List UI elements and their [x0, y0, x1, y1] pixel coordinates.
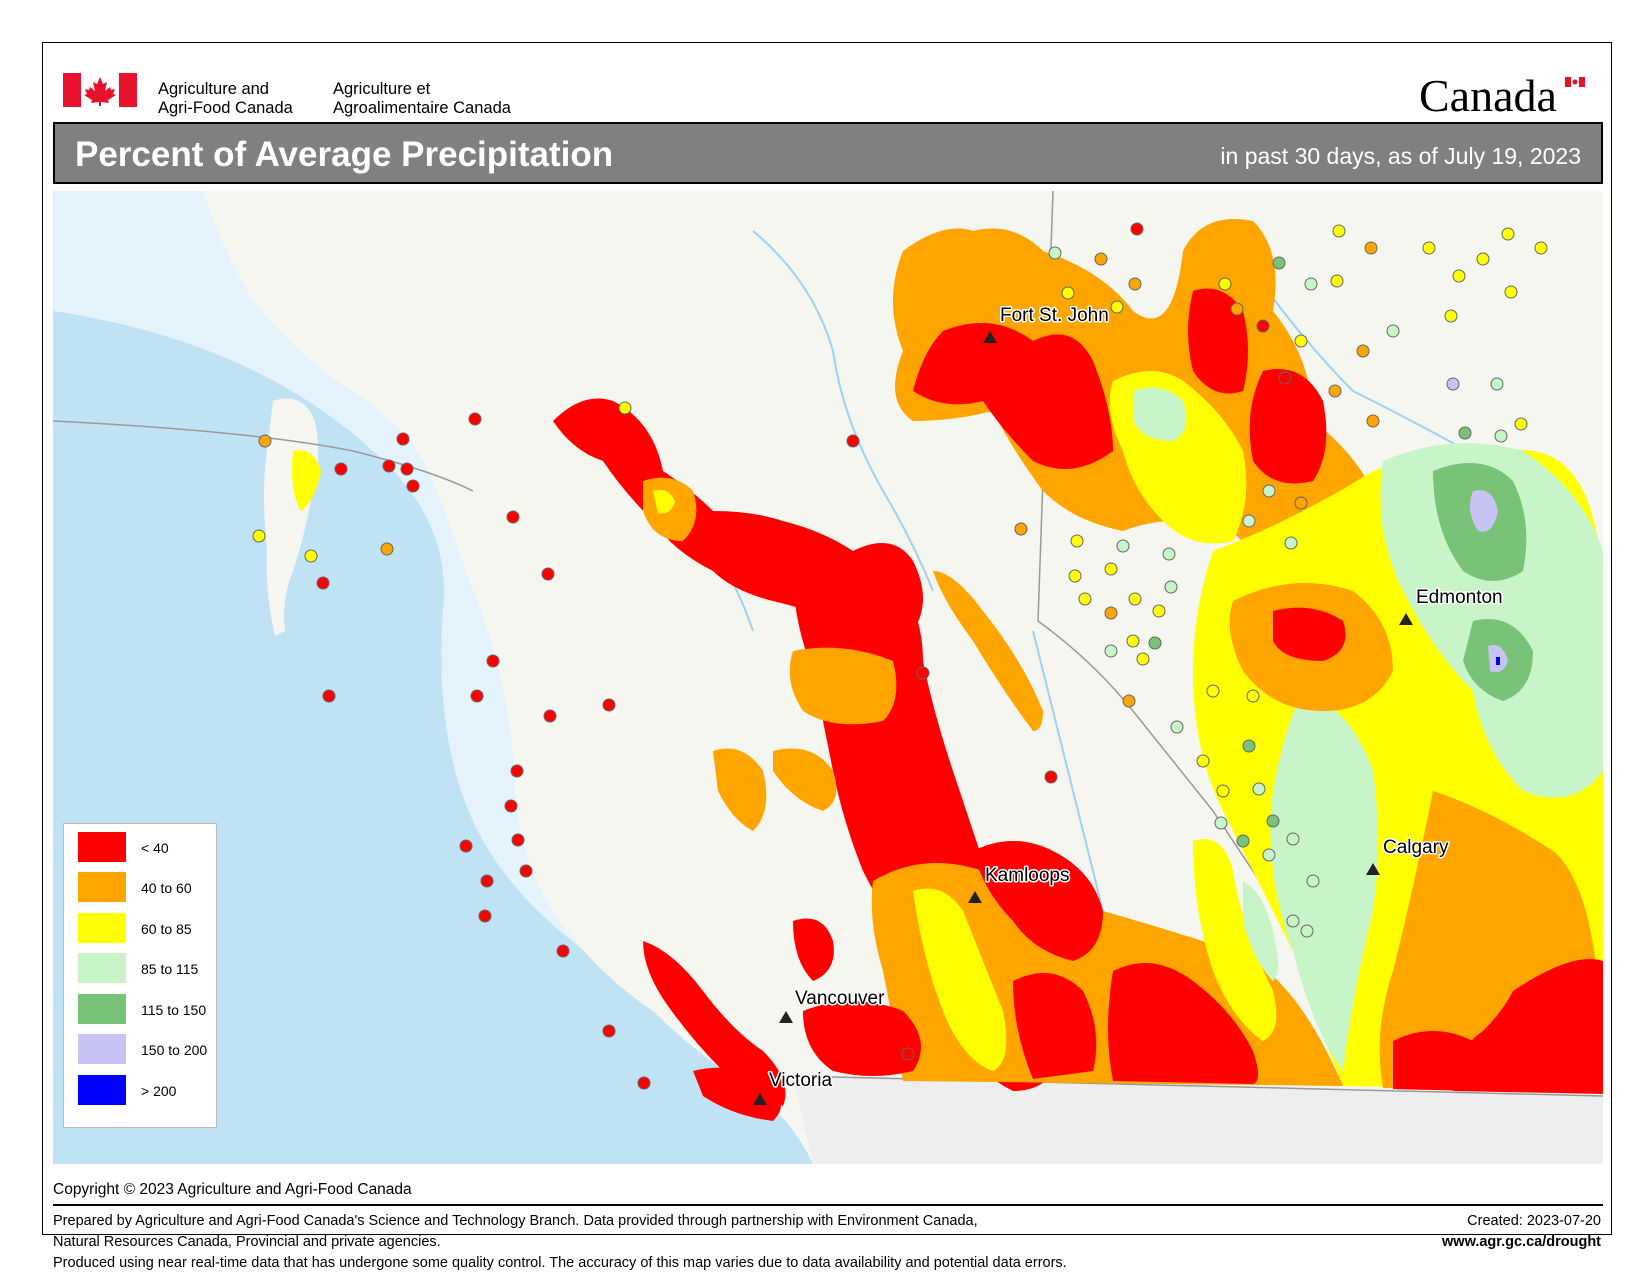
- department-name-english: Agriculture and Agri-Food Canada: [158, 80, 293, 117]
- region-40-60-rocky-trench: [933, 571, 1043, 731]
- city-label: Edmonton: [1416, 587, 1503, 608]
- created-date: Created: 2023-07-20: [1467, 1213, 1601, 1229]
- legend-item: 115 to 150: [78, 994, 213, 1026]
- region-lt40-fraser: [803, 1001, 921, 1076]
- footer-line: Produced using near real-time data that …: [53, 1255, 1067, 1271]
- footer-notes: Prepared by Agriculture and Agri-Food Ca…: [53, 1211, 1067, 1274]
- footer-divider: [53, 1204, 1603, 1206]
- legend: < 40 40 to 60 60 to 85 85 to 115 115 to …: [63, 823, 217, 1128]
- legend-swatch: [78, 872, 126, 902]
- legend-label: 60 to 85: [141, 921, 192, 937]
- legend-label: > 200: [141, 1083, 177, 1099]
- city-calgary: Calgary: [1366, 836, 1450, 875]
- title-bar: Percent of Average Precipitation in past…: [53, 122, 1603, 184]
- region-85-115-foothills: [1270, 691, 1378, 1071]
- canada-wordmark: Canada: [1419, 71, 1585, 119]
- city-marker-icon: [968, 891, 982, 903]
- map-canvas: Fort St. John Edmonton Calgary Kamloops …: [53, 191, 1603, 1164]
- city-victoria: Victoria: [753, 1069, 834, 1105]
- map-sheet: Agriculture and Agri-Food Canada Agricul…: [42, 42, 1612, 1271]
- station-points: [252, 222, 1548, 1090]
- region-60-85-haida-gwaii: [292, 450, 321, 511]
- region-lt40-north-east2: [1249, 369, 1327, 484]
- city-label: Vancouver: [795, 988, 885, 1009]
- city-marker-icon: [983, 331, 997, 343]
- precip-regions: [292, 219, 1603, 1121]
- legend-label: 150 to 200: [141, 1042, 208, 1058]
- legend-swatch: [78, 953, 126, 983]
- region-lt40-central-east: [1273, 607, 1346, 661]
- map-title: Percent of Average Precipitation: [75, 135, 614, 174]
- region-85-115-south: [1243, 881, 1278, 981]
- city-vancouver: Vancouver: [779, 987, 887, 1023]
- region-lt40-southeast2: [1393, 1031, 1473, 1091]
- department-name-french: Agriculture et Agroalimentaire Canada: [333, 80, 511, 117]
- region-lt40-north-east: [1188, 288, 1248, 394]
- region-lt40-south-mid: [1013, 973, 1097, 1079]
- region-gt200-edmonton: [1496, 657, 1500, 665]
- footer-meta: Created: 2023-07-20 www.agr.gc.ca/drough…: [1442, 1211, 1601, 1253]
- legend-item: 85 to 115: [78, 953, 213, 985]
- header: Agriculture and Agri-Food Canada Agricul…: [53, 53, 1601, 119]
- city-kamloops: Kamloops: [968, 864, 1071, 903]
- city-marker-icon: [1399, 613, 1413, 625]
- city-fort-st-john: Fort St. John: [983, 304, 1110, 343]
- copyright: Copyright © 2023 Agriculture and Agri-Fo…: [53, 1181, 412, 1198]
- city-label: Calgary: [1383, 837, 1449, 858]
- city-marker-icon: [1366, 863, 1380, 875]
- legend-swatch: [78, 832, 126, 862]
- region-150-200-east: [1469, 490, 1498, 532]
- city-label: Victoria: [769, 1070, 832, 1091]
- region-lt40-vi-south: [693, 1067, 781, 1121]
- region-85-115-north: [1133, 387, 1187, 441]
- legend-swatch: [78, 1075, 126, 1105]
- region-lt40-north: [913, 323, 1113, 469]
- legend-label: < 40: [141, 840, 169, 856]
- coastal-water: [53, 311, 813, 1164]
- legend-item: 60 to 85: [78, 913, 213, 945]
- region-lt40-kamloops: [973, 841, 1103, 961]
- footer-line: Natural Resources Canada, Provincial and…: [53, 1234, 441, 1250]
- legend-item: > 200: [78, 1075, 213, 1107]
- us-region: [793, 1076, 1603, 1164]
- map-subtitle: in past 30 days, as of July 19, 2023: [1220, 143, 1581, 169]
- region-lt40-vancouver-island: [643, 941, 786, 1106]
- legend-label: 115 to 150: [141, 1002, 207, 1018]
- city-label: Kamloops: [985, 865, 1070, 886]
- precipitation-map: Fort St. John Edmonton Calgary Kamloops …: [53, 191, 1603, 1164]
- footer-line: Prepared by Agriculture and Agri-Food Ca…: [53, 1213, 978, 1229]
- region-40-60-central: [789, 647, 897, 725]
- legend-item: < 40: [78, 832, 213, 864]
- region-lt40-south-east: [1108, 963, 1258, 1084]
- region-lt40-southeast: [1453, 959, 1603, 1094]
- region-lt40-sunshine: [793, 918, 834, 981]
- legend-item: 40 to 60: [78, 872, 213, 904]
- city-marker-icon: [779, 1011, 793, 1023]
- drought-url-link[interactable]: www.agr.gc.ca/drought: [1442, 1234, 1601, 1250]
- city-edmonton: Edmonton: [1399, 586, 1504, 625]
- legend-swatch: [78, 1034, 126, 1064]
- city-markers: Fort St. John Edmonton Calgary Kamloops …: [753, 304, 1504, 1105]
- region-40-60-west-central2: [773, 748, 837, 811]
- region-60-85-northcentral: [653, 489, 675, 514]
- region-60-85-south: [913, 888, 1007, 1071]
- region-60-85-south2: [1193, 839, 1277, 1041]
- legend-swatch: [78, 994, 126, 1024]
- svg-text:Canada: Canada: [1419, 71, 1557, 119]
- city-marker-icon: [753, 1093, 767, 1105]
- legend-swatch: [78, 913, 126, 943]
- legend-label: 40 to 60: [141, 880, 192, 896]
- legend-label: 85 to 115: [141, 961, 199, 977]
- legend-item: 150 to 200: [78, 1034, 213, 1066]
- wordmark-flag-icon: [1565, 77, 1585, 87]
- region-40-60-west-central: [713, 748, 767, 831]
- city-label: Fort St. John: [1000, 305, 1109, 326]
- canada-flag-icon: [63, 73, 137, 107]
